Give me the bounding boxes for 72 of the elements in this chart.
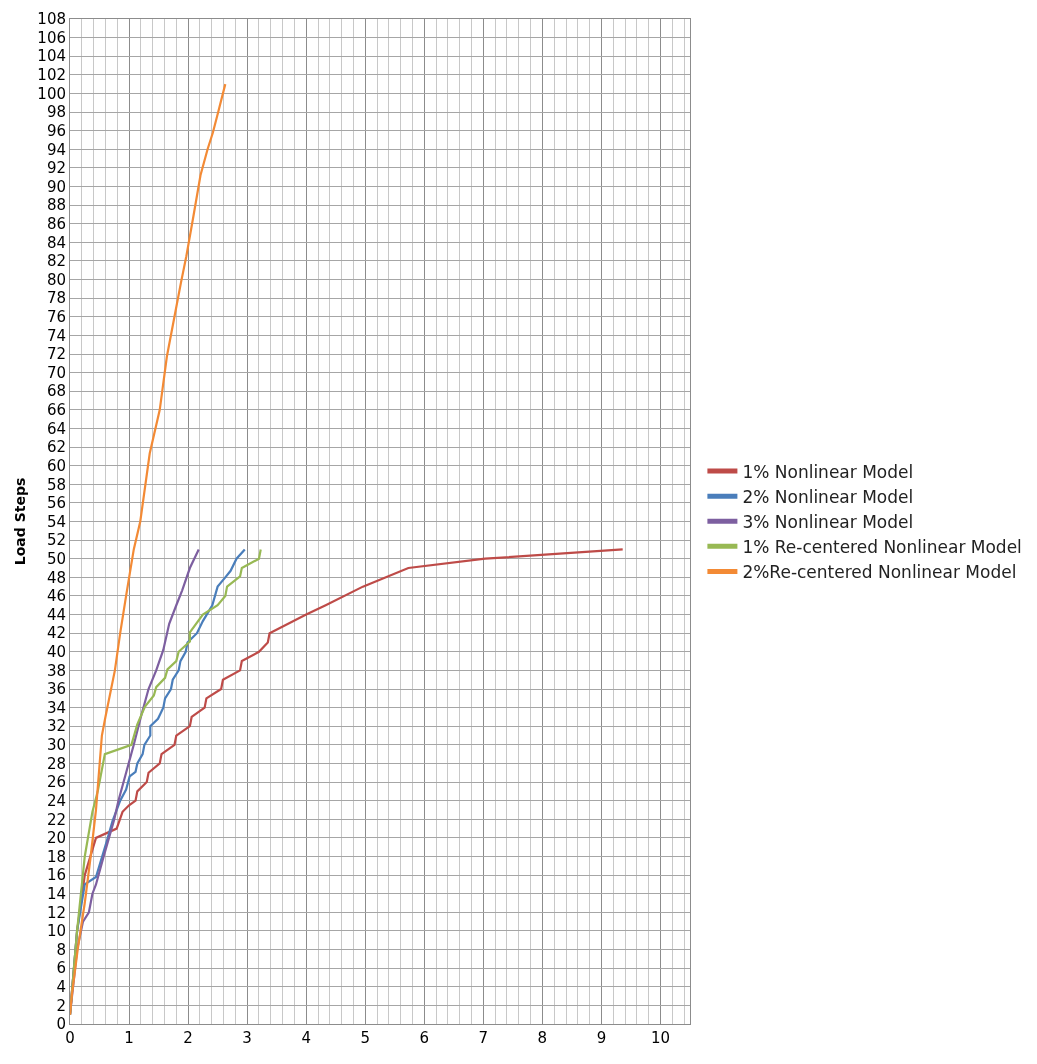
y-tick-label: 48 [46,568,66,587]
y-tick-label: 88 [46,196,66,215]
y-tick-label: 10 [46,922,66,941]
y-tick-label: 102 [37,66,66,85]
y-tick-label: 18 [46,847,66,866]
y-tick-label: 40 [46,643,66,662]
x-tick-label: 5 [360,1029,371,1047]
y-tick-label: 38 [46,661,66,680]
y-tick-label: 84 [46,233,66,252]
y-tick-label: 24 [46,791,66,810]
y-tick-label: 42 [46,624,66,643]
y-tick-label: 34 [46,698,66,717]
y-tick-label: 26 [46,773,66,792]
legend-label: 2%Re-centered Nonlinear Model [742,562,1017,583]
y-tick-label: 16 [46,866,66,885]
x-tick-label: 9 [596,1029,607,1047]
y-tick-label: 54 [46,512,66,531]
x-tick-label: 7 [478,1029,489,1047]
y-tick-label: 14 [46,884,66,903]
y-tick-label: 62 [46,438,66,457]
y-tick-label: 72 [46,345,66,364]
y-tick-label: 30 [46,736,66,755]
legend-label: 1% Re-centered Nonlinear Model [742,536,1022,557]
y-tick-label: 86 [46,214,66,233]
y-tick-label: 82 [46,252,66,271]
y-tick-label: 66 [46,401,66,420]
y-tick-label: 12 [46,903,66,922]
y-tick-label: 32 [46,717,66,736]
y-tick-label: 94 [46,140,66,159]
x-tick-label: 10 [650,1029,671,1047]
y-tick-label: 98 [46,103,66,122]
legend-label: 2% Nonlinear Model [742,486,914,507]
y-tick-label: 52 [46,531,66,550]
y-tick-label: 76 [46,308,66,327]
x-tick-label: 1 [124,1029,134,1047]
y-tick-label: 100 [37,84,66,103]
y-tick-label: 70 [46,363,66,382]
y-tick-label: 64 [46,419,66,438]
y-tick-label: 68 [46,382,66,401]
y-tick-label: 0 [56,1015,66,1034]
x-tick-label: 6 [419,1029,430,1047]
x-tick-label: 4 [301,1029,311,1047]
y-tick-label: 36 [46,680,66,699]
x-tick-label: 8 [537,1029,548,1047]
x-tick-label: 3 [242,1029,252,1047]
y-tick-label: 8 [56,940,66,959]
legend-label: 3% Nonlinear Model [742,511,914,532]
y-tick-label: 60 [46,456,66,475]
y-tick-label: 46 [46,587,66,606]
y-tick-label: 108 [37,10,66,29]
y-tick-label: 6 [56,959,66,978]
y-tick-label: 28 [46,754,66,773]
x-tick-label: 2 [183,1029,193,1047]
y-tick-label: 74 [46,326,66,345]
y-tick-label: 44 [46,605,66,624]
y-tick-label: 96 [46,121,66,140]
line-series [70,83,227,1016]
y-tick-label: 22 [46,810,66,829]
y-tick-label: 80 [46,270,66,289]
y-tick-label: 90 [46,177,66,196]
y-tick-label: 2 [56,996,66,1015]
y-axis-title: Load Steps [11,477,28,566]
y-tick-label: 58 [46,475,66,494]
y-tick-label: 104 [37,47,66,66]
y-tick-label: 92 [46,159,66,178]
y-tick-label: 78 [46,289,66,308]
y-tick-label: 56 [46,494,66,513]
y-tick-label: 20 [46,829,66,848]
y-tick-label: 50 [46,549,66,568]
y-tick-label: 106 [37,28,66,47]
legend-label: 1% Nonlinear Model [742,461,914,482]
y-tick-label: 4 [56,978,66,997]
